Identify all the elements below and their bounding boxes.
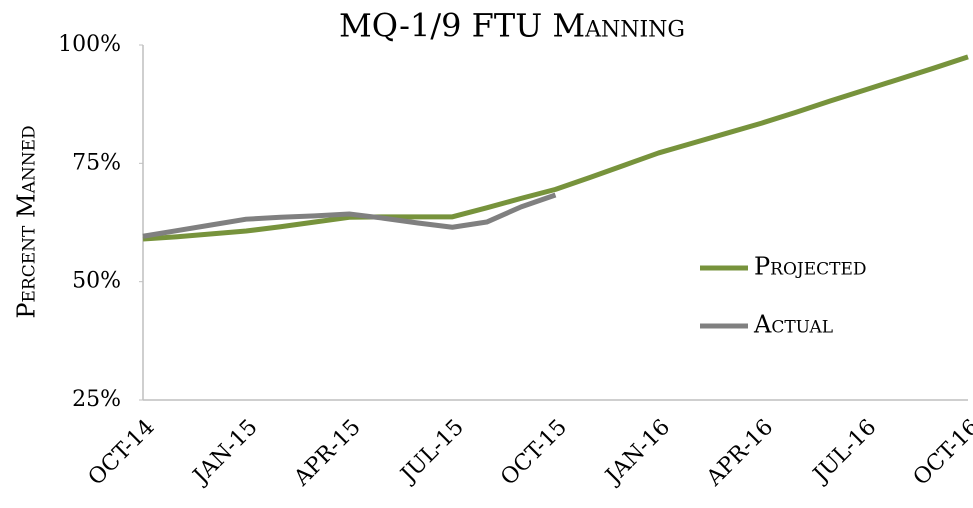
y-axis-label: Percent Manned <box>13 125 41 318</box>
x-tick-label: OCT-14 <box>84 415 160 491</box>
line-series <box>142 192 557 239</box>
legend-label: Projected <box>754 253 867 281</box>
legend-label: Actual <box>753 311 833 339</box>
y-tick-label: 100% <box>58 32 121 57</box>
x-tick-label: APR-15 <box>289 415 366 492</box>
line-series <box>142 54 969 242</box>
x-tick-label: JUL-16 <box>808 415 882 489</box>
x-tick-label: OCT-16 <box>909 415 973 491</box>
x-tick-label: OCT-15 <box>496 415 572 491</box>
y-tick-label: 50% <box>72 269 121 294</box>
x-tick-label: APR-16 <box>701 415 778 492</box>
y-tick-label: 75% <box>72 150 121 175</box>
chart-title: MQ-1/9 FTU Manning <box>339 7 685 45</box>
x-tick-label: JAN-16 <box>600 415 675 490</box>
x-tick-label: JUL-15 <box>395 415 469 489</box>
y-tick-label: 25% <box>72 387 121 412</box>
x-tick-label: JAN-15 <box>187 415 262 490</box>
